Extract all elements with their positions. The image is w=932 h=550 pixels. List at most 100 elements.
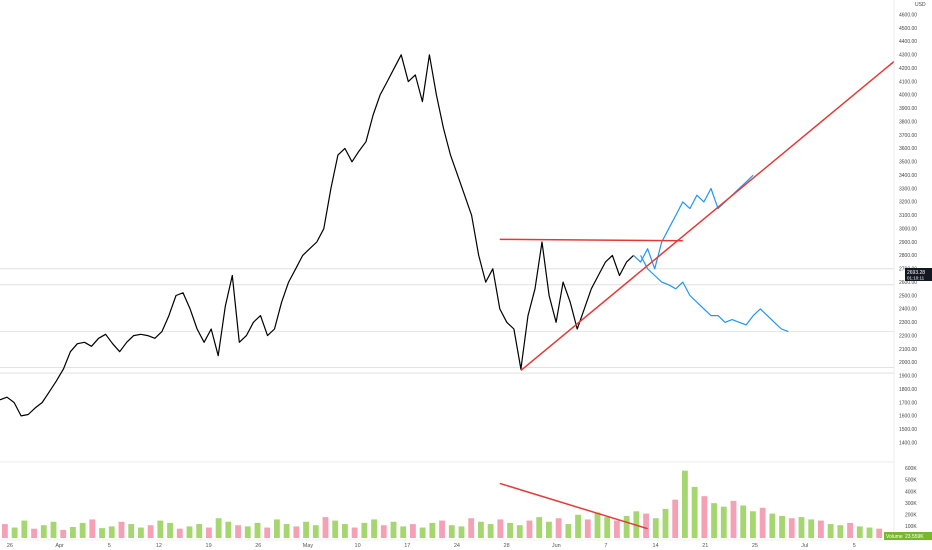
volume-tick-label: 500K (905, 478, 917, 484)
price-tick-label: 2900.00 (899, 240, 917, 246)
time-tick-label: 14 (653, 543, 659, 549)
volume-bar (555, 518, 562, 538)
volume-bar (798, 517, 805, 538)
volume-bar (206, 527, 212, 538)
volume-bar (672, 499, 679, 538)
time-tick-label: 5 (108, 543, 111, 549)
price-tick-label: 1600.00 (899, 414, 917, 420)
bar-countdown: 01:10:11 (907, 276, 925, 281)
volume-bar (516, 525, 523, 538)
price-tick-label: 3300.00 (899, 186, 917, 192)
volume-bar (264, 527, 271, 538)
price-tick-label: 1800.00 (899, 387, 917, 393)
volume-bar (128, 524, 135, 538)
volume-bar (2, 524, 8, 538)
price-tick-label: 3400.00 (899, 173, 917, 179)
volume-bar (70, 526, 76, 538)
volume-bar (167, 522, 173, 538)
currency-label: USD (915, 2, 926, 8)
last-price-value: 2693.28 (907, 270, 925, 276)
volume-bar (750, 511, 756, 538)
volume-bar (50, 521, 57, 538)
volume-bar (400, 526, 407, 538)
price-tick-label: 3000.00 (899, 226, 917, 232)
volume-bar (468, 518, 475, 538)
volume-bar (546, 521, 552, 538)
time-tick-label: 7 (604, 543, 607, 549)
price-tick-label: 2300.00 (899, 320, 917, 326)
price-tick-label: 1500.00 (899, 427, 917, 433)
volume-bar (225, 521, 232, 538)
volume-bar (866, 527, 873, 538)
volume-bar (536, 517, 543, 538)
price-tick-label: 3200.00 (899, 200, 917, 206)
volume-bar (147, 525, 154, 538)
price-tick-label: 2000.00 (899, 360, 917, 366)
volume-bar (186, 526, 193, 538)
price-tick-label: 3100.00 (899, 213, 917, 219)
time-tick-label: 19 (206, 543, 212, 549)
volume-bar (429, 522, 436, 538)
volume-bar (21, 520, 28, 538)
time-tick-label: 25 (752, 543, 758, 549)
volume-bar (487, 524, 494, 538)
price-tick-label: 2800.00 (899, 253, 917, 259)
price-tick-label: 4000.00 (899, 93, 917, 99)
volume-bar (108, 526, 115, 538)
price-tick-label: 4300.00 (899, 53, 917, 59)
volume-bar (614, 520, 620, 538)
volume-tick-label: 300K (905, 501, 917, 507)
volume-bar (575, 514, 581, 538)
triangle-resistance-line[interactable] (499, 238, 683, 242)
time-tick-label: May (303, 543, 314, 549)
volume-axis: 600K 500K 400K 300K 200K 100K (905, 466, 917, 530)
volume-bar (157, 520, 164, 538)
volume-bar (759, 507, 766, 538)
volume-bar (458, 526, 465, 538)
volume-bar (99, 528, 105, 538)
price-tick-label: 4100.00 (899, 79, 917, 85)
projection-line (633, 174, 754, 270)
price-tick-label: 4600.00 (899, 12, 917, 18)
price-series (0, 54, 789, 417)
price-tick-label: 2400.00 (899, 307, 917, 313)
volume-bar (594, 512, 601, 538)
time-tick-label: 26 (255, 543, 261, 549)
volume-bar (643, 513, 649, 538)
volume-bar (507, 522, 513, 538)
volume-bar (332, 520, 339, 538)
volume-bar (118, 521, 125, 538)
volume-bar (876, 528, 883, 538)
time-tick-label: 28 (504, 543, 510, 549)
volume-bar (410, 524, 416, 538)
volume-bar (701, 496, 708, 538)
volume-bar (196, 524, 203, 538)
time-tick-label: 21 (702, 543, 708, 549)
volume-bar (565, 524, 572, 538)
volume-bar (31, 528, 37, 538)
time-tick-label: 10 (355, 543, 361, 549)
volume-trend-line[interactable] (499, 482, 648, 530)
volume-bar (303, 521, 309, 538)
volume-tick-label: 100K (905, 524, 917, 530)
volume-bar (11, 527, 18, 538)
price-tick-label: 2600.00 (899, 280, 917, 286)
trend-lines[interactable] (499, 60, 895, 530)
time-tick-label: 24 (454, 543, 460, 549)
volume-bar (526, 520, 533, 538)
time-tick-label: 26 (7, 543, 13, 549)
volume-bar (293, 526, 300, 538)
volume-bar (497, 519, 504, 538)
volume-tick-label: 200K (905, 513, 917, 519)
time-axis: 26 Apr 5 12 19 26 May 10 17 24 28 Jun 7 14 21 25 Jul 5 (7, 543, 856, 549)
volume-bars (2, 470, 883, 538)
support-trend-line[interactable] (520, 60, 895, 371)
volume-bar (274, 519, 280, 538)
volume-bar (138, 527, 144, 538)
volume-bar (818, 520, 824, 538)
volume-legend: Volume 23.559K (884, 532, 932, 540)
volume-bar (604, 517, 611, 538)
volume-bar (788, 518, 795, 538)
price-tick-label: 4200.00 (899, 66, 917, 72)
